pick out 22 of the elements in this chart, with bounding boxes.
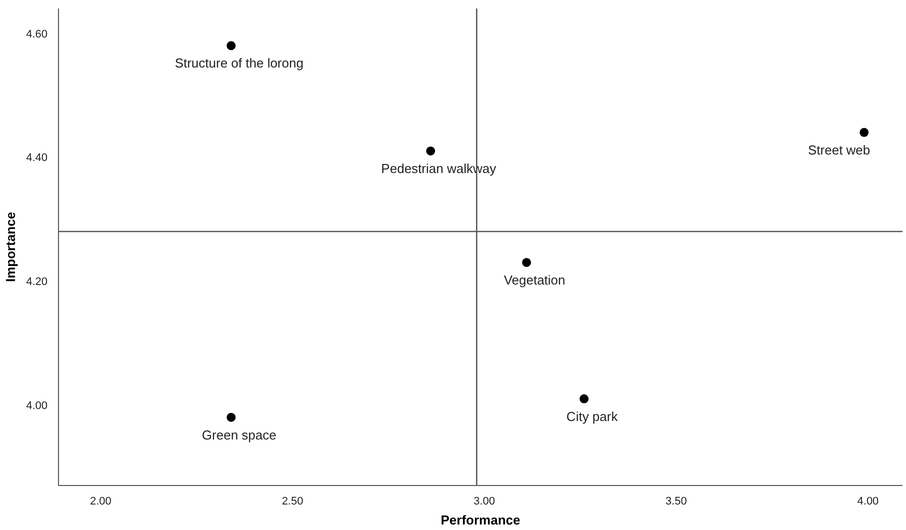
y-tick-label: 4.60 bbox=[26, 28, 48, 40]
y-axis-title: Importance bbox=[3, 212, 18, 282]
y-tick-label: 4.40 bbox=[26, 152, 48, 164]
annotation: City park bbox=[566, 408, 618, 424]
point bbox=[226, 41, 236, 50]
point bbox=[226, 412, 236, 422]
point bbox=[522, 258, 532, 267]
annotation: Vegetation bbox=[504, 272, 566, 288]
annotation: Green space bbox=[202, 427, 276, 442]
x-tick-label: 3.00 bbox=[474, 496, 496, 508]
y-tick-label: 4.20 bbox=[26, 276, 48, 288]
point bbox=[580, 394, 589, 404]
x-axis-title: Performance bbox=[440, 512, 520, 528]
y-tick-label: 4.00 bbox=[26, 400, 48, 412]
annotation: Structure of the lorong bbox=[174, 56, 304, 71]
x-tick-label: 4.00 bbox=[857, 496, 879, 508]
annotation: Street web bbox=[808, 142, 870, 158]
point bbox=[860, 128, 869, 137]
point bbox=[426, 146, 436, 156]
x-tick-label: 3.50 bbox=[665, 496, 687, 508]
x-tick-label: 2.50 bbox=[282, 496, 304, 508]
x-tick-label: 2.00 bbox=[90, 496, 112, 508]
